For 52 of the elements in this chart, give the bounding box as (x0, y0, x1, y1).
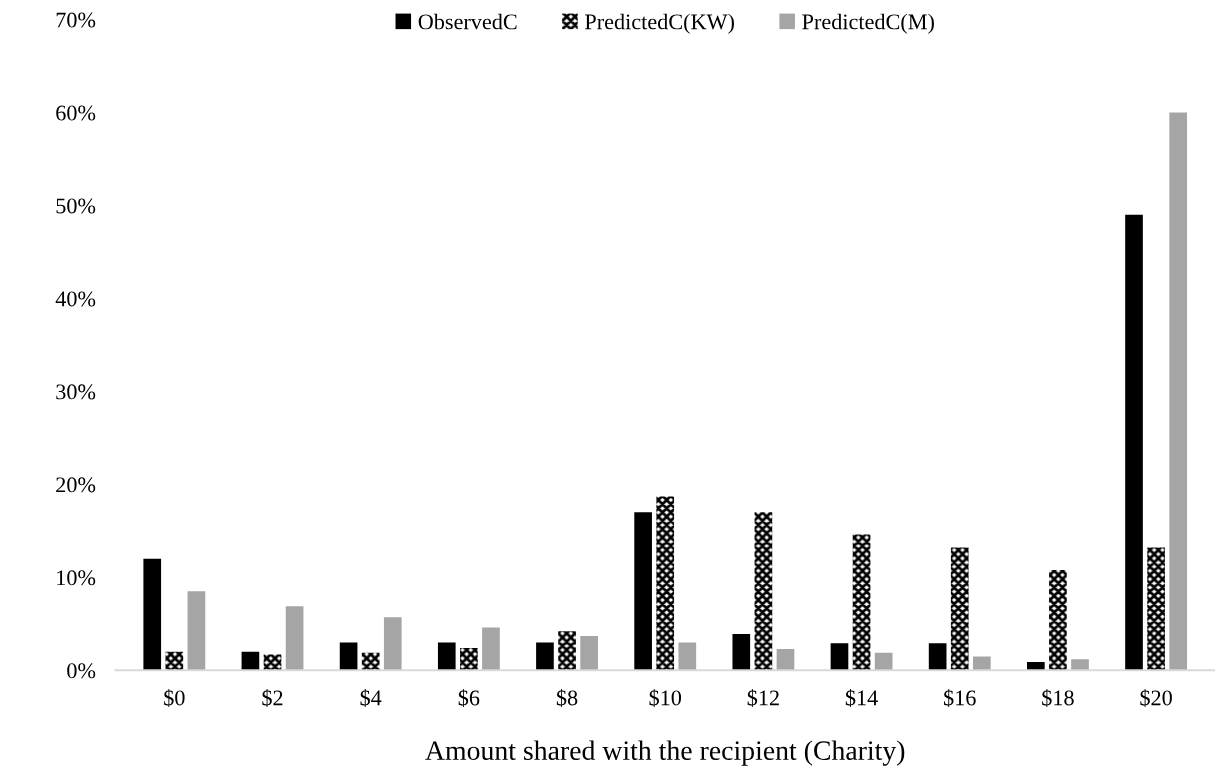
x-tick-label: $0 (164, 689, 185, 707)
bar (852, 534, 871, 671)
y-tick-label: 60% (56, 105, 96, 121)
bar (634, 512, 652, 671)
legend-label: ObservedC (418, 13, 517, 30)
bar (285, 606, 304, 671)
bar (973, 656, 991, 671)
x-tick-label: $16 (944, 689, 976, 707)
x-tick-label: $2 (262, 689, 283, 707)
x-tick-label: $14 (845, 689, 878, 707)
bar (558, 631, 576, 671)
bar (678, 642, 697, 671)
x-axis-title: Amount shared with the recipient (Charity) (425, 740, 905, 766)
bar (187, 591, 206, 671)
y-tick-label: 70% (56, 12, 96, 28)
bar (1071, 659, 1089, 671)
y-tick-label: 20% (56, 477, 96, 493)
y-tick-label: 0% (67, 663, 96, 679)
bar (165, 651, 184, 671)
y-tick-label: 50% (56, 198, 96, 214)
bar (339, 642, 358, 671)
bar (437, 642, 456, 671)
x-tick-label: $18 (1042, 689, 1074, 707)
legend-label: PredictedC(M) (802, 13, 934, 34)
bar (460, 648, 478, 671)
bar (536, 642, 554, 671)
bar (580, 635, 598, 671)
bar (143, 558, 162, 671)
x-tick-label: $4 (360, 689, 382, 707)
bar (361, 652, 380, 671)
bar (732, 634, 751, 671)
bar (754, 512, 773, 671)
bar (928, 643, 947, 671)
bar (830, 643, 849, 671)
bar (482, 627, 500, 671)
bar (1169, 112, 1188, 671)
bar (656, 496, 675, 671)
legend-label: PredictedC(KW) (585, 13, 734, 34)
x-tick-label: $10 (649, 689, 682, 707)
y-tick-label: 40% (55, 291, 96, 307)
x-tick-label: $20 (1140, 689, 1172, 707)
bar (1049, 569, 1067, 671)
bar (950, 547, 969, 671)
y-tick-label: 30% (56, 384, 96, 400)
x-tick-label: $12 (747, 689, 779, 707)
bar (1125, 214, 1143, 671)
x-tick-label: $8 (556, 689, 578, 707)
x-tick-label: $6 (458, 689, 480, 707)
y-tick-label: 10% (57, 570, 96, 586)
bar (1147, 547, 1165, 671)
bar (776, 648, 795, 671)
bar (383, 617, 402, 671)
